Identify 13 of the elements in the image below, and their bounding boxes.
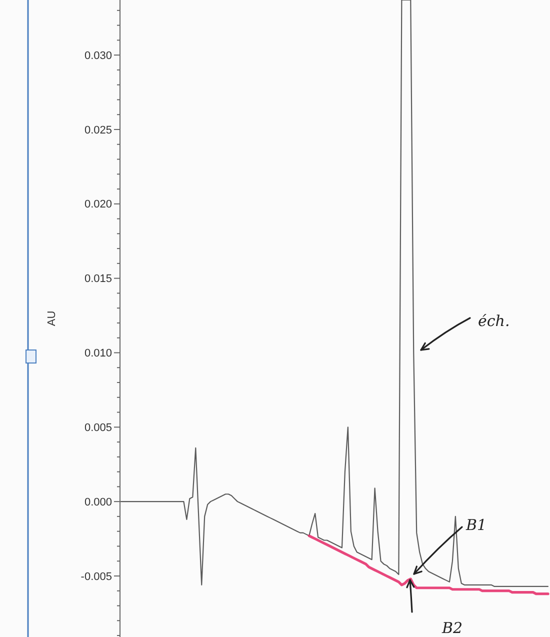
y-axis-title: AU	[46, 310, 58, 326]
y-tick-label: 0.015	[84, 273, 112, 286]
line-series	[308, 534, 550, 596]
y-tick-label: 0.000	[84, 496, 112, 508]
annotation: B2	[441, 619, 463, 637]
y-tick-label: 0.025	[84, 124, 112, 136]
annotation: B1	[465, 516, 487, 534]
y-tick-label: 0.020	[84, 198, 112, 211]
y-tick-label: -0.005	[80, 570, 112, 583]
y-tick-label: 0.030	[84, 50, 112, 62]
y-tick-label: 0.005	[84, 422, 112, 434]
y-tick-label: 0.010	[84, 348, 112, 360]
annotation: éch.	[478, 312, 510, 330]
